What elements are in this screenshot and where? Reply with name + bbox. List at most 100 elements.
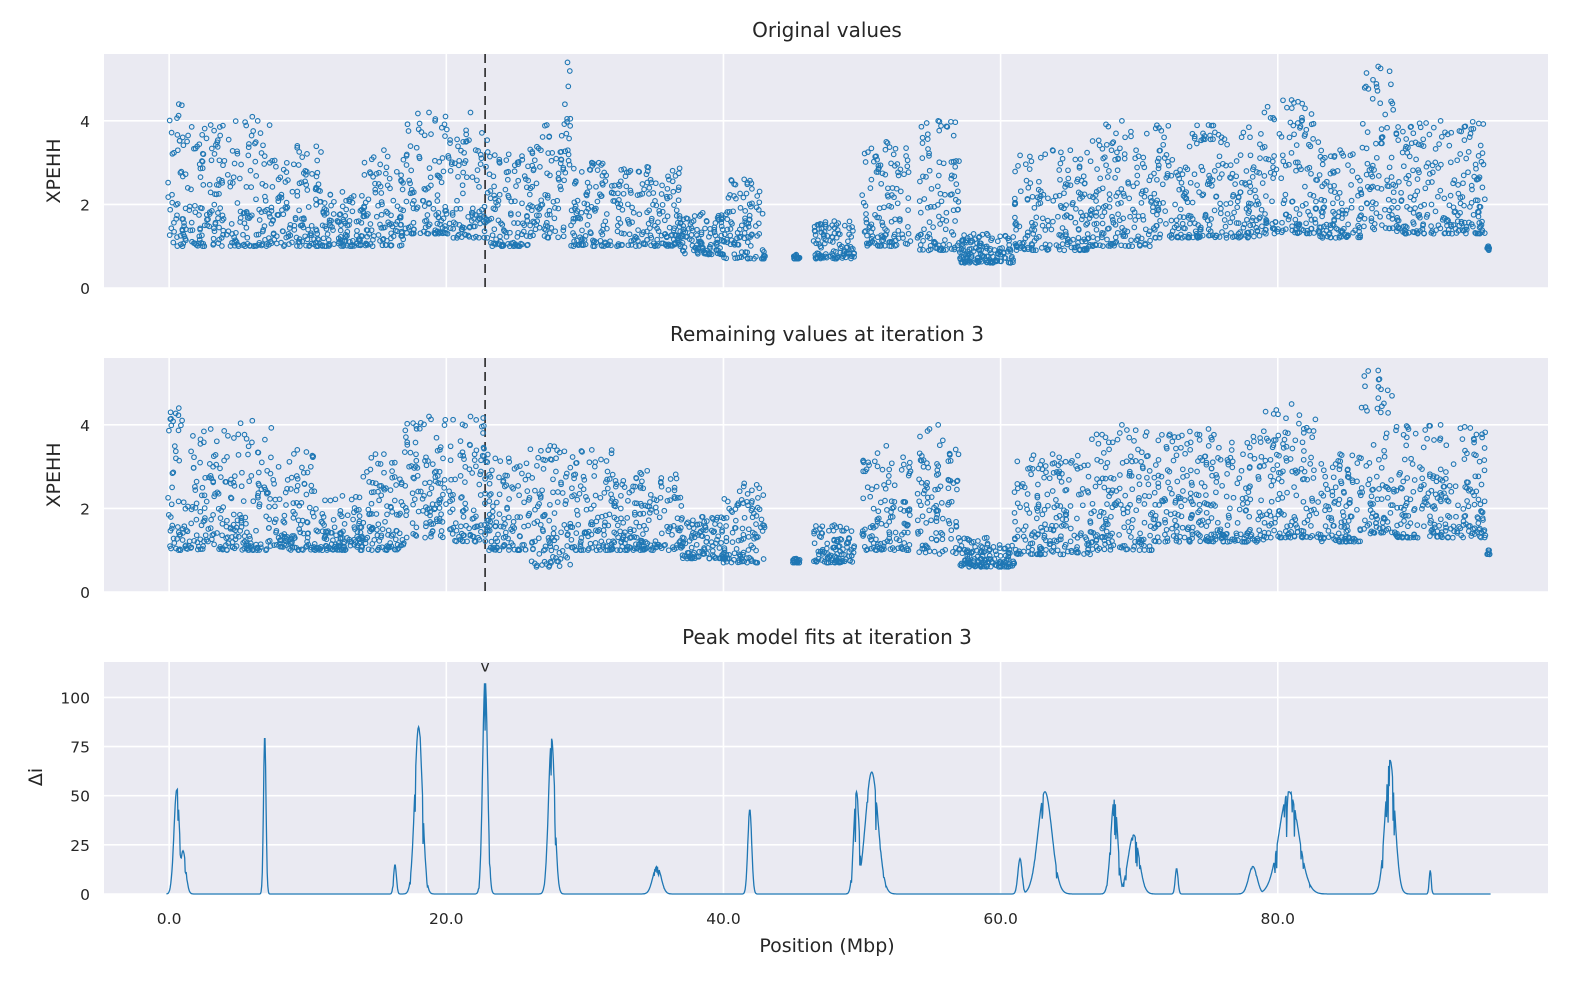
- data-point: [370, 236, 376, 243]
- data-point: [249, 113, 256, 120]
- data-point: [468, 218, 475, 224]
- data-point: [248, 184, 255, 190]
- data-point: [247, 213, 253, 220]
- data-point: [305, 204, 312, 210]
- data-point: [389, 223, 396, 230]
- data-point: [502, 186, 509, 193]
- data-point: [289, 239, 295, 246]
- data-point: [466, 137, 472, 143]
- data-point: [278, 191, 285, 198]
- data-point: [377, 183, 384, 190]
- data-point: [294, 192, 301, 199]
- data-point: [313, 196, 319, 203]
- data-point: [281, 243, 287, 249]
- data-point: [203, 211, 210, 218]
- data-point: [250, 243, 257, 250]
- data-point: [211, 201, 218, 208]
- data-point: [314, 157, 321, 164]
- data-point: [253, 173, 260, 179]
- data-point: [455, 143, 461, 150]
- data-point: [336, 211, 343, 218]
- data-point: [280, 228, 286, 235]
- data-point: [472, 212, 478, 218]
- data-point: [343, 197, 349, 204]
- data-point: [182, 171, 189, 178]
- data-point: [375, 232, 382, 238]
- data-point: [174, 200, 181, 207]
- data-point: [491, 152, 498, 158]
- data-point: [299, 215, 305, 222]
- data-point: [323, 243, 330, 249]
- data-point: [304, 151, 310, 157]
- data-point: [445, 153, 452, 159]
- data-point: [447, 137, 453, 143]
- data-point: [426, 165, 433, 171]
- data-point: [380, 224, 387, 231]
- data-point: [432, 117, 438, 124]
- data-point: [394, 203, 401, 210]
- data-point: [384, 210, 391, 216]
- data-point: [321, 200, 328, 206]
- data-point: [231, 234, 237, 241]
- data-point: [363, 241, 370, 247]
- data-point: [349, 237, 356, 244]
- data-point: [313, 201, 320, 208]
- data-point: [422, 224, 429, 231]
- data-point: [291, 227, 298, 233]
- data-point: [296, 149, 303, 155]
- data-point: [382, 242, 389, 248]
- data-point: [428, 131, 434, 137]
- data-point: [224, 171, 231, 178]
- data-point: [263, 243, 270, 249]
- panel-1-y-tick-labels: 024: [80, 113, 90, 298]
- data-point: [270, 217, 277, 223]
- data-point: [484, 234, 491, 241]
- data-point: [359, 192, 365, 199]
- data-point: [257, 130, 264, 136]
- data-point: [179, 227, 186, 234]
- data-point: [196, 233, 203, 240]
- data-point: [188, 186, 194, 193]
- data-point: [211, 228, 218, 235]
- data-point: [217, 132, 224, 139]
- data-point: [208, 157, 215, 164]
- data-point: [192, 202, 198, 209]
- data-point: [447, 225, 454, 232]
- data-point: [349, 243, 355, 250]
- data-point: [261, 161, 268, 167]
- data-point: [184, 138, 190, 145]
- data-point: [476, 234, 482, 241]
- data-point: [219, 217, 226, 224]
- data-point: [282, 179, 289, 185]
- data-point: [478, 155, 485, 162]
- data-point: [210, 240, 217, 247]
- y-tick-label: 4: [80, 113, 90, 131]
- data-point: [250, 128, 257, 134]
- data-point: [400, 156, 407, 163]
- data-point: [470, 234, 477, 241]
- data-point: [180, 231, 187, 237]
- data-point: [244, 240, 251, 247]
- data-point: [174, 243, 181, 249]
- data-point: [469, 174, 476, 180]
- data-point: [266, 159, 273, 166]
- data-point: [436, 159, 443, 165]
- data-point: [402, 225, 409, 232]
- data-point: [203, 135, 210, 142]
- data-point: [372, 189, 379, 196]
- data-point: [270, 230, 277, 237]
- data-point: [312, 186, 319, 193]
- data-point: [180, 142, 187, 149]
- data-point: [481, 228, 488, 235]
- data-point: [340, 216, 347, 223]
- data-point: [349, 208, 356, 215]
- data-point: [411, 198, 417, 204]
- data-point: [217, 205, 224, 211]
- data-point: [337, 227, 344, 234]
- data-point: [481, 234, 488, 241]
- data-point: [179, 216, 185, 222]
- data-point: [397, 222, 404, 228]
- data-point: [234, 148, 240, 155]
- data-point: [174, 212, 180, 219]
- data-point: [196, 141, 203, 148]
